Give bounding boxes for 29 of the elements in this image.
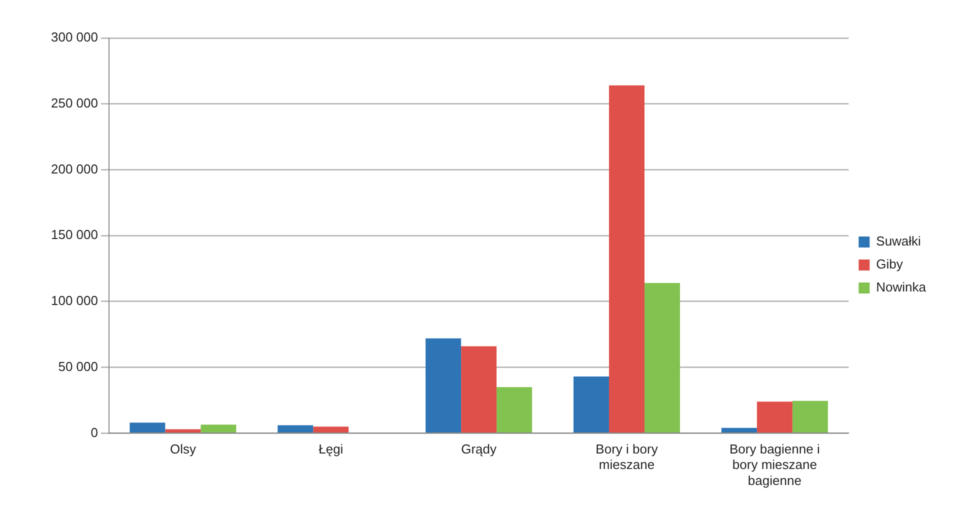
bar — [461, 346, 497, 432]
x-tick-label: Bory bagienne i bory mieszane bagienne — [730, 442, 820, 488]
bar — [130, 422, 166, 432]
y-tick-label: 300 000 — [50, 30, 98, 45]
x-tick-label: Grądy — [461, 442, 498, 457]
legend-label: Giby — [876, 256, 904, 272]
bar — [200, 424, 236, 432]
bar — [278, 425, 314, 432]
legend-label: Nowinka — [876, 280, 927, 295]
y-tick-label: 200 000 — [50, 161, 98, 176]
y-tick-label: 250 000 — [50, 95, 98, 110]
bar — [644, 283, 680, 432]
y-tick-label: 50 000 — [58, 358, 98, 374]
bar — [573, 376, 609, 432]
x-tick-label: Łęgi — [318, 442, 344, 457]
y-tick-label: 150 000 — [50, 227, 98, 242]
bar — [165, 429, 201, 432]
bar — [721, 428, 757, 432]
y-tick-label: 100 000 — [50, 293, 98, 308]
legend-label: Suwałki — [876, 234, 922, 249]
bar — [792, 400, 828, 432]
bar — [608, 85, 644, 432]
y-tick-label: 0 — [90, 424, 98, 440]
bar — [313, 426, 349, 432]
bar — [426, 338, 462, 432]
x-tick-label: Olsy — [170, 442, 196, 457]
bar — [756, 402, 792, 432]
bar — [496, 387, 532, 432]
x-tick-label: Bory i bory mieszane — [596, 442, 658, 472]
